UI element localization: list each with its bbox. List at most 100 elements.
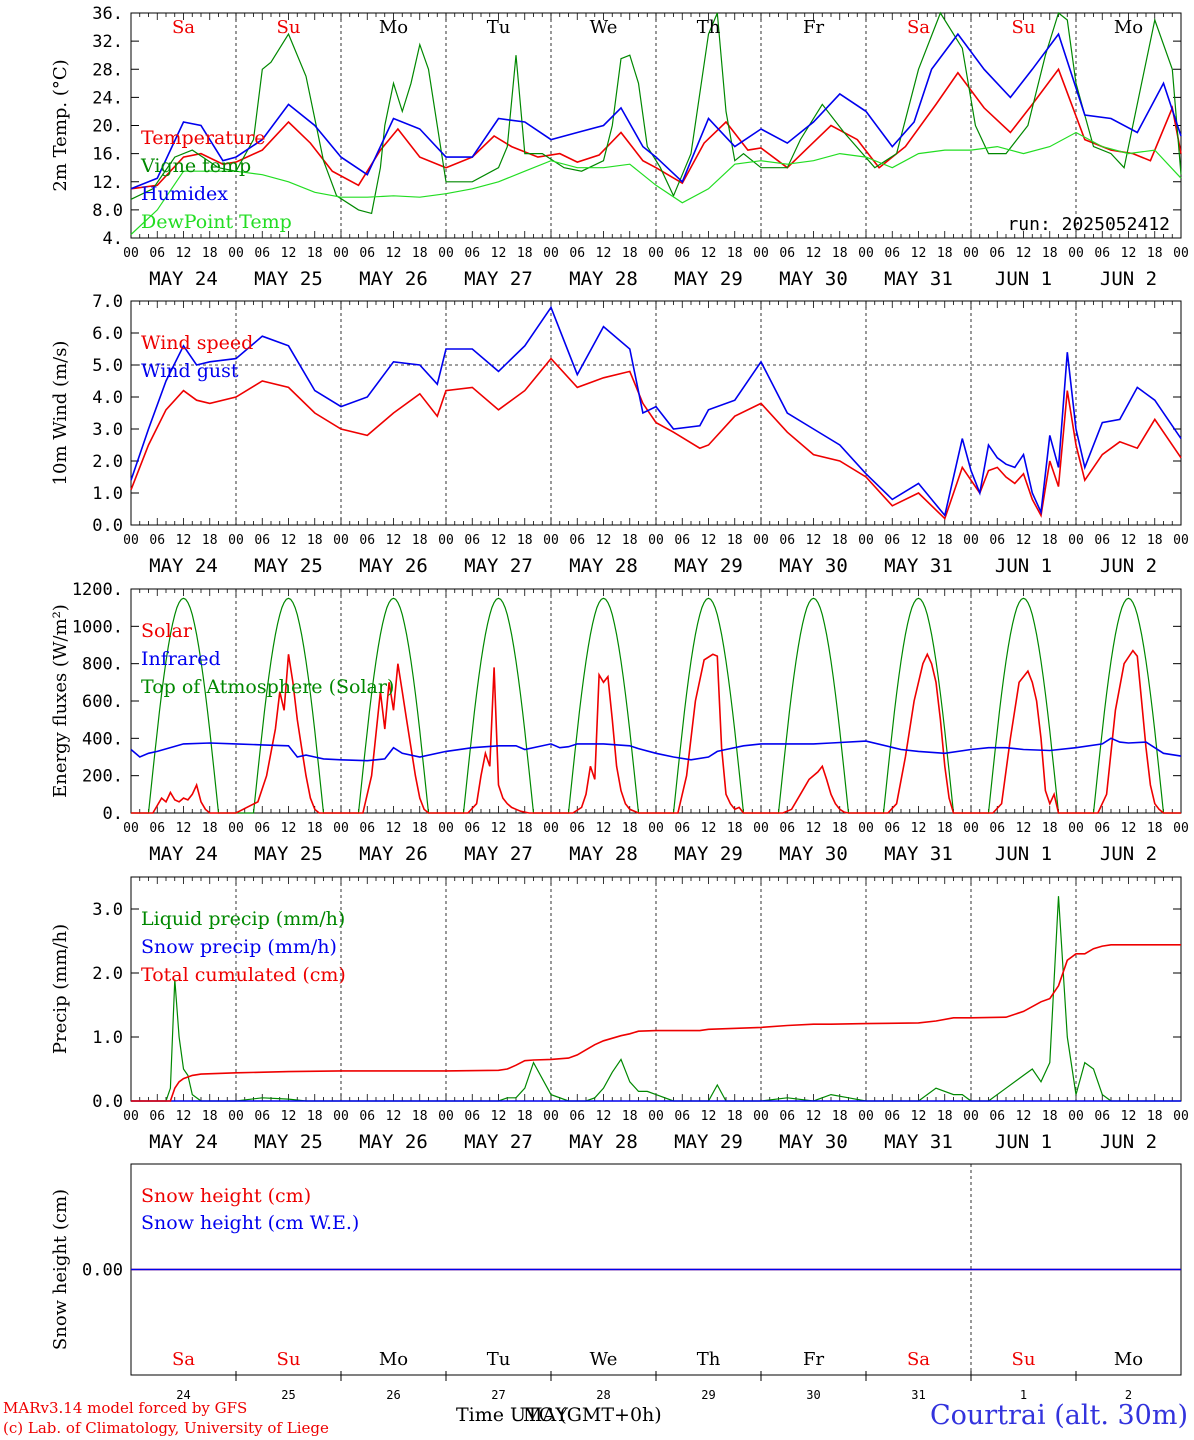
hour-tick-label: 06 bbox=[674, 246, 690, 261]
date-label: MAY 29 bbox=[674, 1131, 743, 1153]
legend-entry: Temperature bbox=[141, 127, 265, 149]
hour-tick-label: 06 bbox=[989, 246, 1005, 261]
hour-tick-label: 00 bbox=[333, 246, 349, 261]
date-label: MAY 26 bbox=[359, 268, 428, 290]
hour-tick-label: 00 bbox=[753, 246, 769, 261]
footer-credit-2: (c) Lab. of Climatology, University of L… bbox=[3, 1419, 329, 1437]
date-label: MAY 24 bbox=[149, 555, 218, 577]
weekday-label: Mo bbox=[379, 1349, 408, 1370]
hour-tick-label: 12 bbox=[806, 821, 822, 836]
hour-tick-label: 00 bbox=[333, 533, 349, 548]
hour-tick-label: 12 bbox=[911, 1109, 927, 1124]
hour-tick-label: 12 bbox=[491, 246, 507, 261]
hour-tick-label: 12 bbox=[701, 1109, 717, 1124]
hour-tick-label: 12 bbox=[386, 821, 402, 836]
hour-tick-label: 12 bbox=[1121, 246, 1137, 261]
hour-tick-label: 12 bbox=[176, 821, 192, 836]
date-label: MAY 30 bbox=[779, 843, 848, 865]
hour-tick-label: 18 bbox=[412, 821, 428, 836]
y-tick-label: 0.0 bbox=[92, 1092, 123, 1112]
legend-entry: Snow precip (mm/h) bbox=[141, 936, 337, 958]
weekday-label: Fr bbox=[803, 17, 824, 38]
hour-tick-label: 00 bbox=[543, 1109, 559, 1124]
hour-tick-label: 06 bbox=[149, 246, 165, 261]
hour-tick-label: 12 bbox=[1121, 533, 1137, 548]
hour-tick-label: 06 bbox=[674, 821, 690, 836]
day-number-label: 26 bbox=[386, 1388, 400, 1402]
x-axis-month: MAY bbox=[523, 1404, 568, 1426]
weekday-label: We bbox=[590, 1349, 618, 1370]
legend-entry: Top of Atmosphere (Solar) bbox=[141, 676, 394, 698]
y-tick-label: 24. bbox=[92, 88, 123, 108]
hour-tick-label: 00 bbox=[123, 1109, 139, 1124]
hour-tick-label: 00 bbox=[858, 533, 874, 548]
hour-tick-label: 18 bbox=[517, 533, 533, 548]
hour-tick-label: 18 bbox=[832, 533, 848, 548]
y-tick-label: 2.0 bbox=[92, 452, 123, 472]
date-label: MAY 24 bbox=[149, 268, 218, 290]
hour-tick-label: 12 bbox=[176, 246, 192, 261]
y-tick-label: 1.0 bbox=[92, 484, 123, 504]
date-label: MAY 28 bbox=[569, 843, 638, 865]
hour-tick-label: 00 bbox=[543, 821, 559, 836]
hour-tick-label: 18 bbox=[1147, 821, 1163, 836]
hour-tick-label: 06 bbox=[254, 821, 270, 836]
hour-tick-label: 12 bbox=[281, 1109, 297, 1124]
hour-tick-label: 12 bbox=[1121, 821, 1137, 836]
hour-tick-label: 12 bbox=[596, 821, 612, 836]
date-label: MAY 26 bbox=[359, 1131, 428, 1153]
series-line-3-1 bbox=[131, 649, 1181, 814]
hour-tick-label: 06 bbox=[149, 533, 165, 548]
hour-tick-label: 18 bbox=[832, 821, 848, 836]
hour-tick-label: 00 bbox=[648, 821, 664, 836]
hour-tick-label: 12 bbox=[386, 1109, 402, 1124]
weekday-label: Th bbox=[697, 17, 721, 38]
hour-tick-label: 12 bbox=[596, 1109, 612, 1124]
hour-tick-label: 12 bbox=[1016, 1109, 1032, 1124]
y-tick-label: 3.0 bbox=[92, 900, 123, 920]
panel-3-frame bbox=[130, 588, 1182, 814]
hour-tick-label: 00 bbox=[123, 821, 139, 836]
hour-tick-label: 12 bbox=[491, 533, 507, 548]
weekday-label: Tu bbox=[487, 1349, 511, 1370]
hour-tick-label: 18 bbox=[832, 1109, 848, 1124]
hour-tick-label: 06 bbox=[569, 533, 585, 548]
hour-tick-label: 18 bbox=[412, 1109, 428, 1124]
x-axis-title: Time UTC (GMT+0h) bbox=[456, 1404, 662, 1426]
hour-tick-label: 06 bbox=[1094, 533, 1110, 548]
hour-tick-label: 00 bbox=[543, 533, 559, 548]
hour-tick-label: 18 bbox=[307, 533, 323, 548]
date-label: MAY 31 bbox=[884, 843, 953, 865]
hour-tick-label: 18 bbox=[622, 821, 638, 836]
day-number-label: 30 bbox=[806, 1388, 820, 1402]
legend-entry: Wind speed bbox=[141, 332, 253, 354]
hour-tick-label: 18 bbox=[727, 1109, 743, 1124]
hour-tick-label: 06 bbox=[254, 246, 270, 261]
day-number-label: 28 bbox=[596, 1388, 610, 1402]
hour-tick-label: 12 bbox=[1121, 1109, 1137, 1124]
y-tick-label: 20. bbox=[92, 117, 123, 137]
hour-tick-label: 12 bbox=[1016, 821, 1032, 836]
date-label: MAY 25 bbox=[254, 843, 323, 865]
day-number-label: 25 bbox=[281, 1388, 295, 1402]
hour-tick-label: 12 bbox=[701, 246, 717, 261]
hour-tick-label: 18 bbox=[937, 246, 953, 261]
weekday-label: Mo bbox=[1114, 17, 1143, 38]
date-label: MAY 28 bbox=[569, 1131, 638, 1153]
weekday-label: Th bbox=[697, 1349, 721, 1370]
date-label: MAY 27 bbox=[464, 268, 533, 290]
hour-tick-label: 00 bbox=[543, 246, 559, 261]
series-line-2-1 bbox=[130, 357, 1182, 521]
hour-tick-label: 00 bbox=[1068, 1109, 1084, 1124]
weekday-label: Mo bbox=[1114, 1349, 1143, 1370]
date-label: MAY 31 bbox=[884, 555, 953, 577]
hour-tick-label: 18 bbox=[727, 246, 743, 261]
hour-tick-label: 06 bbox=[254, 1109, 270, 1124]
date-label: MAY 29 bbox=[674, 268, 743, 290]
hour-tick-label: 06 bbox=[779, 246, 795, 261]
hour-tick-label: 06 bbox=[149, 1109, 165, 1124]
date-label: JUN 2 bbox=[1100, 555, 1157, 577]
hour-tick-label: 00 bbox=[1068, 821, 1084, 836]
legend-entry: Infrared bbox=[141, 648, 221, 670]
legend-entry: Liquid precip (mm/h) bbox=[141, 908, 345, 930]
